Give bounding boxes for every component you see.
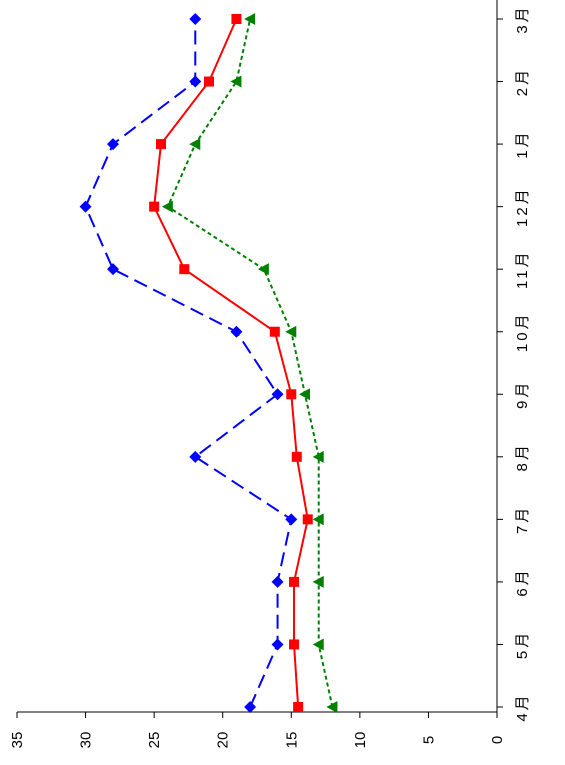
category-tick-label: 8月 [514, 442, 531, 471]
tick-labels: 0 5 10 15 20 25 30 35 4月 5月 6月 7月 8月 9月 10月 11月 12月 1月 2月 3… [9, 4, 531, 748]
series-1-point [189, 75, 202, 88]
category-tick-label: 11月 [514, 249, 531, 289]
series-3-point [244, 13, 256, 25]
series-1-point [189, 13, 202, 25]
category-tick-label: 4月 [514, 692, 531, 721]
series-1-point [79, 200, 92, 213]
value-tick-label: 25 [146, 732, 163, 749]
category-tick-label: 2月 [514, 67, 531, 96]
series-3-point [189, 138, 201, 151]
series-1-point [271, 638, 284, 651]
series-1-point [230, 325, 243, 338]
series-1-point [271, 575, 284, 588]
category-tick-label: 9月 [514, 380, 531, 409]
series-1-point [271, 388, 284, 401]
series-2-point [204, 76, 214, 87]
category-tick-label: 3月 [514, 4, 531, 33]
series-3-point [326, 701, 338, 713]
value-tick-label: 10 [352, 732, 369, 749]
value-tick-label: 30 [78, 732, 95, 749]
series-1-point [244, 701, 257, 713]
series-3-point [312, 575, 324, 588]
category-tick-label: 5月 [514, 630, 531, 659]
series-2-point [286, 389, 297, 400]
value-tick-label: 0 [489, 736, 506, 744]
series-2-point [302, 514, 313, 525]
category-tick-label: 12月 [514, 186, 531, 227]
series-3-line [166, 18, 334, 708]
value-tick-label: 35 [9, 732, 26, 749]
series-3-point [285, 325, 297, 338]
category-tick-label: 7月 [514, 505, 531, 534]
series-2-point [149, 201, 160, 212]
series-2-point [289, 576, 300, 587]
category-tick-label: 6月 [514, 567, 531, 596]
series-2-point [231, 14, 242, 24]
series-3-point [161, 200, 173, 213]
series-2-point [293, 702, 304, 712]
series-3-point [312, 638, 324, 651]
value-tick-label: 5 [420, 736, 437, 744]
series-2-point [269, 326, 280, 337]
series-lines [84, 18, 334, 708]
category-tick-label: 10月 [514, 311, 531, 352]
series-3-point [230, 75, 242, 88]
value-tick-label: 15 [283, 732, 300, 749]
series-3-point [312, 513, 324, 526]
series-2-point [179, 264, 190, 275]
series-1-point [189, 450, 202, 463]
series-3-point [299, 388, 310, 401]
series-1-point [107, 138, 119, 151]
series-markers [79, 13, 338, 713]
series-2-point [291, 451, 302, 462]
category-tick-label: 1月 [514, 129, 531, 158]
series-2-point [156, 139, 166, 150]
series-2-line [153, 18, 309, 708]
series-1-line [84, 19, 293, 708]
series-3-point [312, 450, 324, 463]
value-tick-label: 20 [215, 732, 232, 749]
series-2-point [289, 639, 300, 650]
series-1-point [107, 263, 119, 276]
series-1-point [285, 513, 298, 526]
series-3-point [257, 263, 269, 276]
chart-axes [16, 0, 503, 718]
